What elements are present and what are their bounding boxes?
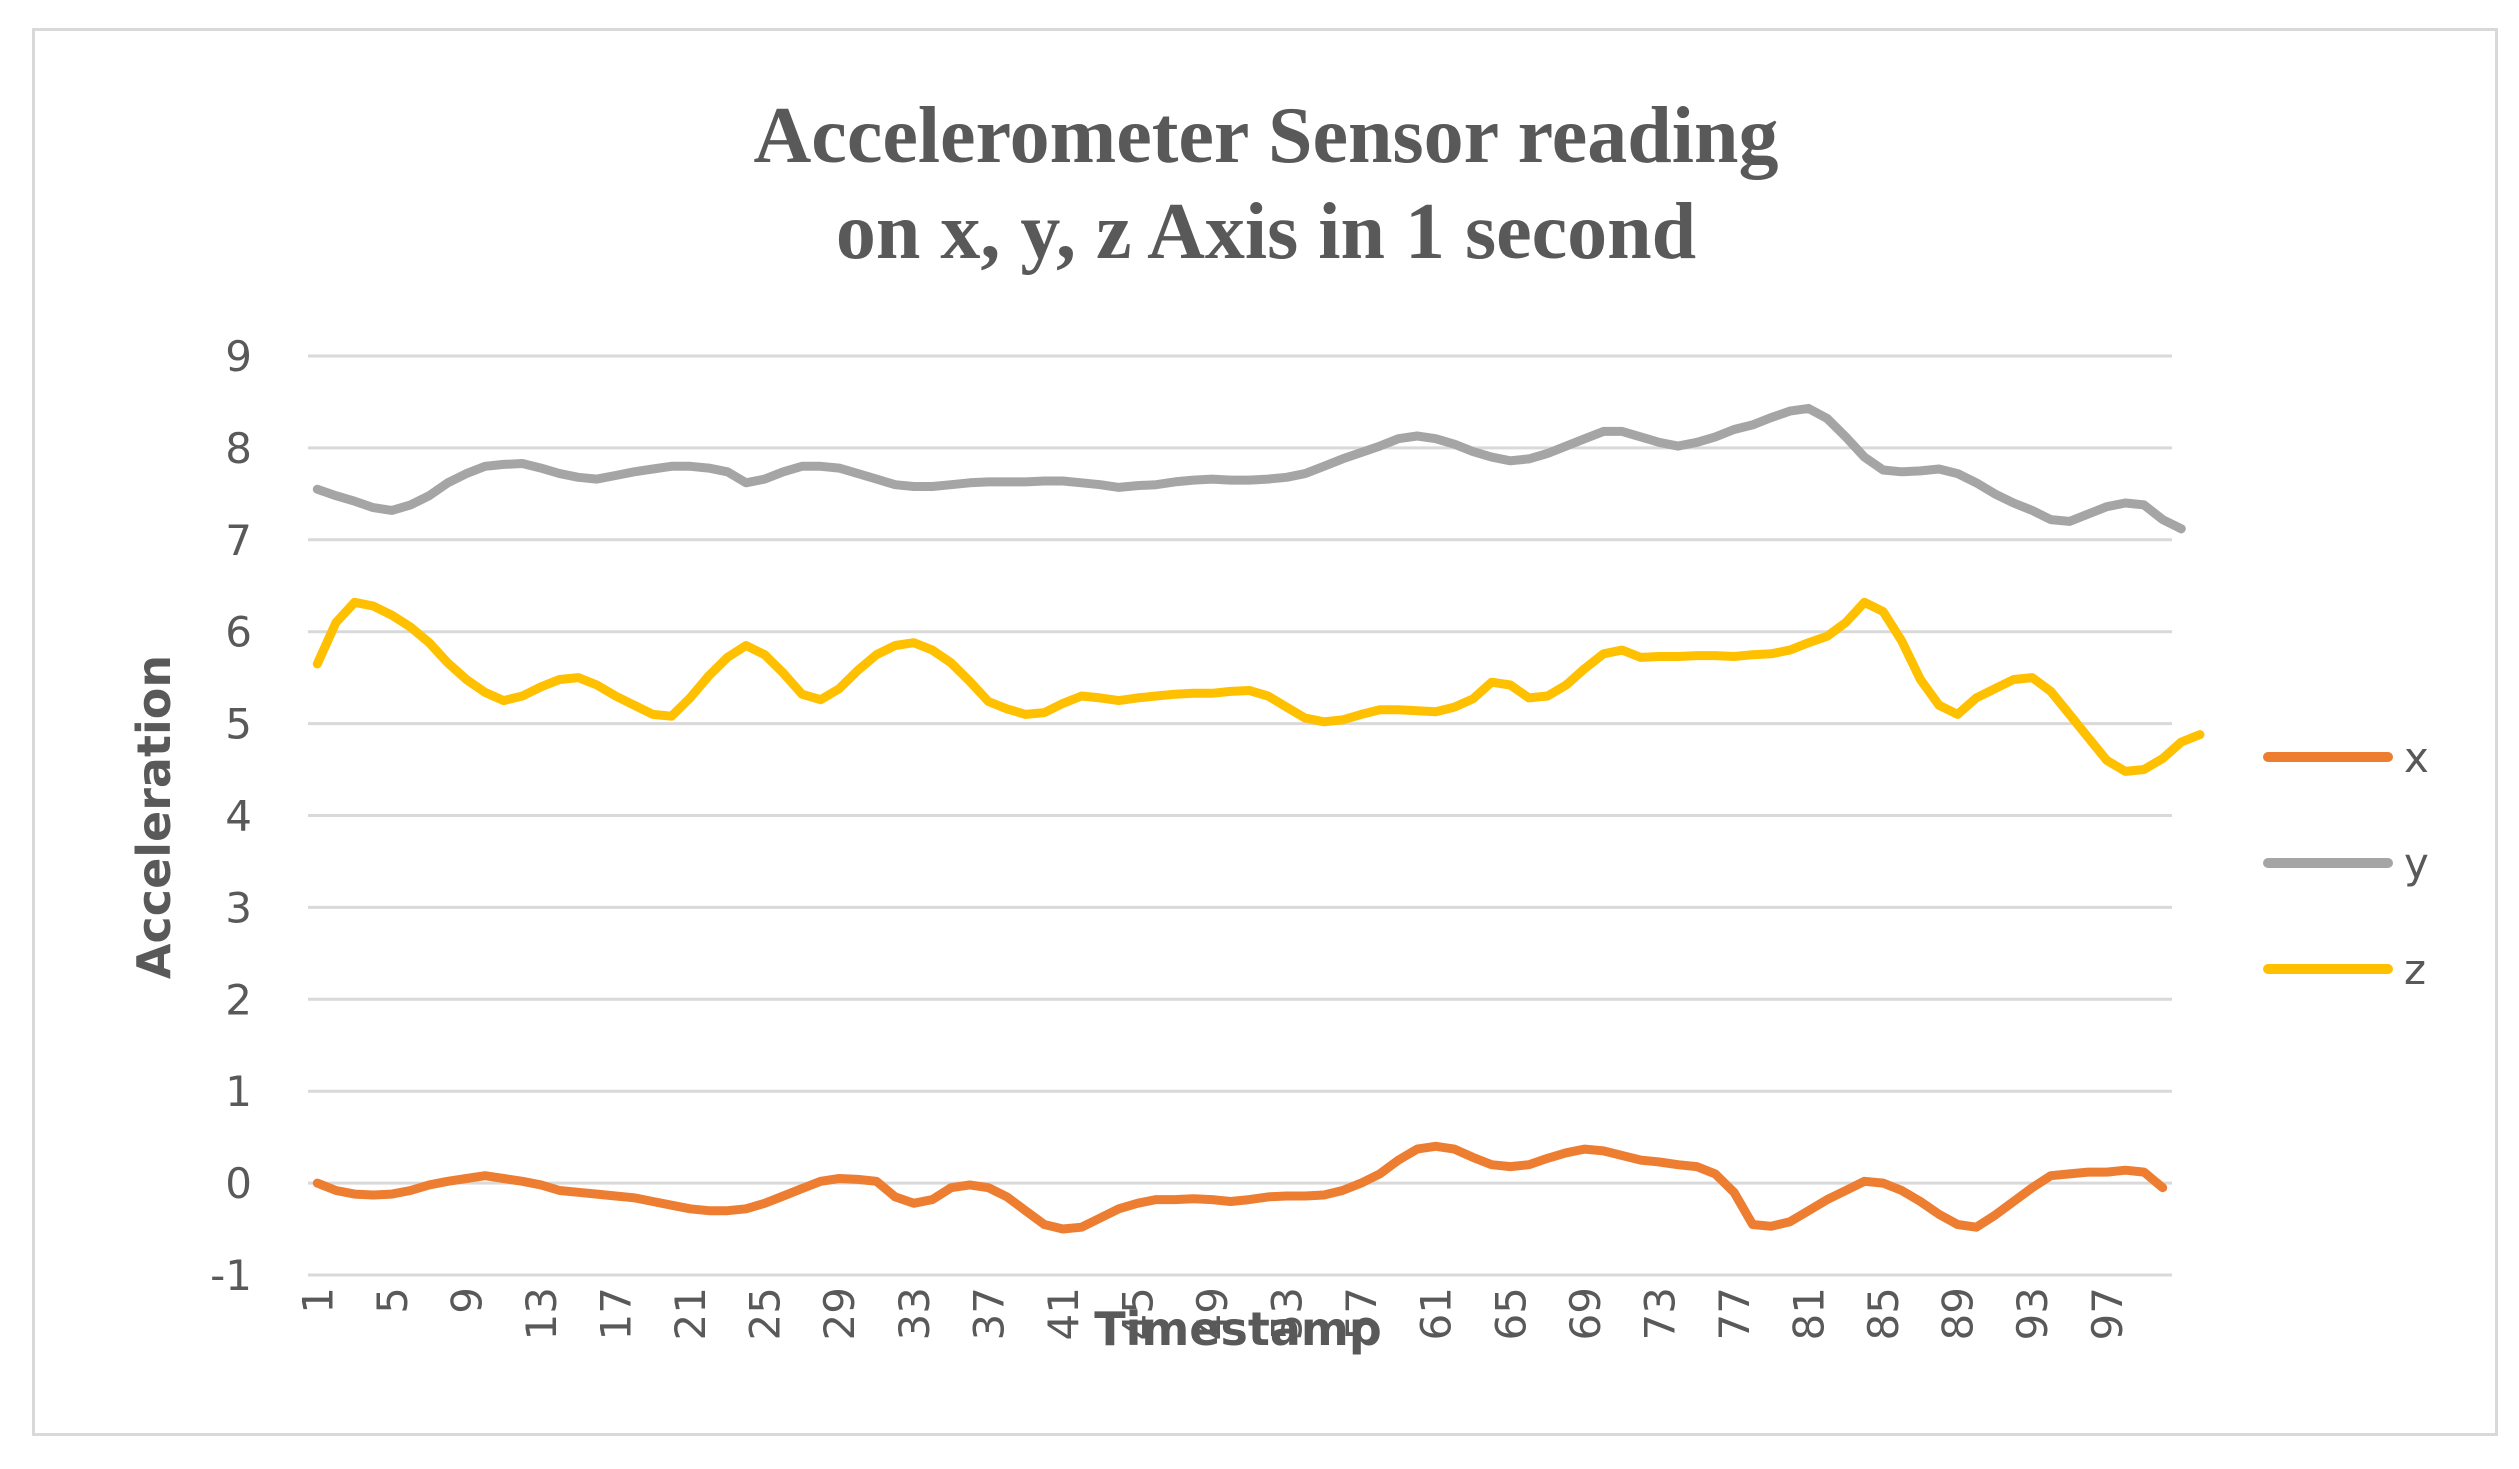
series-line-z — [312, 597, 2205, 776]
y-tick-label: 2 — [225, 975, 252, 1024]
y-tick-label: 3 — [225, 883, 252, 932]
x-tick-label: 13 — [517, 1287, 566, 1340]
y-tick-label: 8 — [225, 424, 252, 473]
x-tick-label: 21 — [666, 1287, 715, 1340]
gridlines — [308, 354, 2172, 1277]
y-tick-label: 9 — [225, 332, 252, 381]
chart-title-line-2: on x, y, z Axis in 1 second — [836, 188, 1696, 276]
y-tick-label: 4 — [225, 792, 252, 841]
x-tick-label: 17 — [592, 1287, 641, 1340]
x-tick-label: 29 — [815, 1287, 864, 1340]
y-tick-label: 0 — [225, 1159, 252, 1208]
legend-label-y: y — [2404, 839, 2429, 888]
legend-label-x: x — [2404, 733, 2429, 782]
x-tick-label: 53 — [1263, 1287, 1312, 1340]
y-tick-label: 6 — [225, 608, 252, 657]
y-tick-label: 7 — [225, 516, 252, 565]
x-tick-label: 85 — [1859, 1287, 1908, 1340]
x-tick-label: 97 — [2083, 1287, 2132, 1340]
y-axis-title: Acceleration — [127, 655, 181, 979]
x-tick-label: 61 — [1412, 1287, 1461, 1340]
y-axis-tick-labels: -1 0 1 2 3 4 5 6 7 8 9 — [210, 332, 252, 1300]
y-tick-label: 5 — [225, 700, 252, 749]
series-line-x — [312, 1141, 2168, 1234]
x-tick-label: 77 — [1710, 1287, 1759, 1340]
chart-title: Accelerometer Sensor reading on x, y, z … — [754, 92, 1779, 276]
x-axis-tick-labels: 1 5 9 13 17 21 25 29 33 37 41 45 49 53 57 61 65 69 73 77 81 8… — [293, 1287, 2131, 1340]
x-tick-label: 1 — [293, 1287, 342, 1314]
x-axis-title: Timestamp — [1094, 1302, 1382, 1356]
x-tick-label: 49 — [1188, 1287, 1237, 1340]
y-tick-label: 1 — [225, 1067, 252, 1116]
x-tick-label: 5 — [368, 1287, 417, 1314]
x-tick-label: 25 — [741, 1287, 790, 1340]
x-tick-label: 93 — [2008, 1287, 2057, 1340]
legend: x y z — [2263, 733, 2429, 994]
x-tick-label: 81 — [1785, 1287, 1834, 1340]
x-tick-label: 33 — [890, 1287, 939, 1340]
series-line-y — [312, 403, 2186, 534]
y-tick-label: -1 — [210, 1251, 252, 1300]
x-tick-label: 57 — [1337, 1287, 1386, 1340]
x-tick-label: 89 — [1934, 1287, 1983, 1340]
x-tick-label: 9 — [442, 1287, 491, 1314]
x-tick-label: 41 — [1039, 1287, 1088, 1340]
x-tick-label: 37 — [964, 1287, 1013, 1340]
x-tick-label: 45 — [1113, 1287, 1162, 1340]
x-tick-label: 65 — [1486, 1287, 1535, 1340]
chart-title-line-1: Accelerometer Sensor reading — [754, 92, 1779, 180]
x-tick-label: 69 — [1561, 1287, 1610, 1340]
x-tick-label: 73 — [1635, 1287, 1684, 1340]
series-lines — [312, 403, 2205, 1234]
legend-label-z: z — [2404, 945, 2426, 994]
